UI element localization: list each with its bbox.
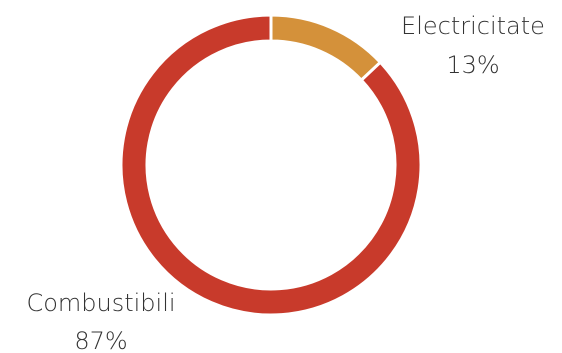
- slice-label-electricitate: Electricitate 13%: [401, 12, 545, 79]
- slice-percent-combustibili: 87%: [74, 327, 127, 353]
- slice-percent-electricitate: 13%: [446, 51, 499, 79]
- slice-name-combustibili: Combustibili: [26, 289, 175, 317]
- slice-electricitate: [269, 13, 383, 83]
- slice-name-electricitate: Electricitate: [401, 12, 545, 40]
- slice-combustibili: [119, 13, 423, 317]
- slice-label-combustibili: Combustibili 87%: [26, 289, 175, 353]
- donut-slices: [119, 13, 423, 317]
